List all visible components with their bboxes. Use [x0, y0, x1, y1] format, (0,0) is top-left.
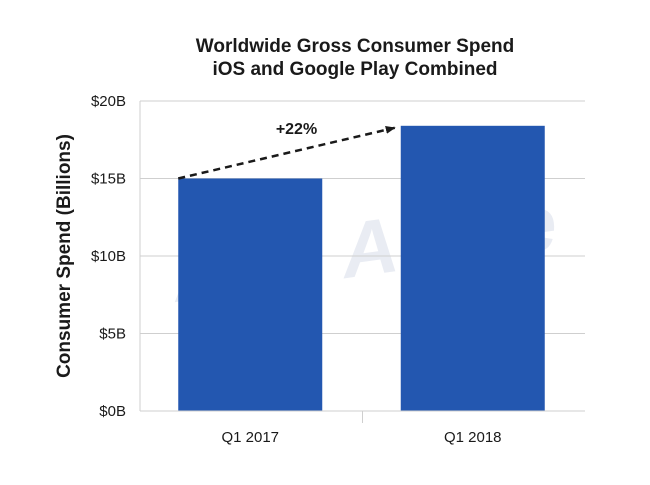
- chart-title: Worldwide Gross Consumer Spend: [196, 36, 514, 57]
- growth-label: +22%: [276, 121, 317, 138]
- y-tick-label: $20B: [91, 93, 126, 110]
- bar: [400, 125, 545, 412]
- y-tick-label: $5B: [99, 326, 126, 343]
- x-tick-label: Q1 2018: [444, 429, 502, 446]
- y-axis-label: Consumer Spend (Billions): [54, 134, 75, 378]
- x-tick-label: Q1 2017: [221, 429, 279, 446]
- x-axis-ticks: Q1 2017 Q1 2018: [221, 411, 502, 446]
- y-tick-label: $15B: [91, 171, 126, 188]
- y-axis-ticks: $0B $5B $10B $15B $20B: [91, 93, 126, 420]
- y-tick-label: $0B: [99, 403, 126, 420]
- bars: [178, 125, 545, 412]
- chart-subtitle: iOS and Google Play Combined: [212, 59, 497, 80]
- bar: [178, 178, 323, 411]
- growth-arrow: [177, 125, 396, 180]
- y-tick-label: $10B: [91, 248, 126, 265]
